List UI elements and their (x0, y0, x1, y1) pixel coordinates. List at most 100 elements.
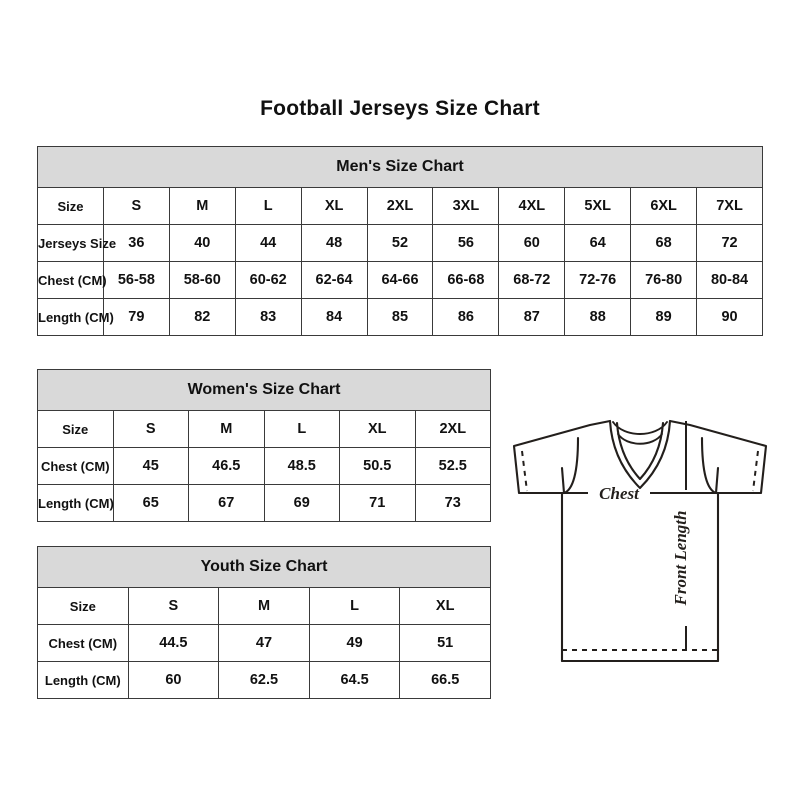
table-cell: 52.5 (414, 447, 491, 485)
womens-size-chart-table: Women's Size Chart Size S M L XL 2XL Che… (37, 369, 491, 522)
table-cell: 49 (308, 624, 401, 662)
column-header-size: Size (37, 587, 129, 625)
table-cell: 80-84 (696, 261, 763, 299)
row-label-chest: Chest (CM) (37, 624, 129, 662)
column-header-6xl: 6XL (630, 187, 698, 225)
table-cell: 48.5 (263, 447, 340, 485)
table-row: Chest (CM) 45 46.5 48.5 50.5 52.5 (37, 447, 491, 485)
table-cell: 45 (112, 447, 189, 485)
table-cell: 76-80 (630, 261, 698, 299)
table-cell: 85 (366, 298, 434, 336)
jersey-measurement-diagram: Chest Front Length (500, 398, 780, 698)
table-cell: 40 (168, 224, 236, 262)
table-cell: 47 (218, 624, 310, 662)
column-header-l: L (263, 410, 340, 448)
row-label-jerseys-size: Jerseys Size (37, 224, 116, 262)
table-row: Length (CM) 79 82 83 84 85 86 87 88 89 9… (37, 298, 763, 336)
table-cell: 72-76 (564, 261, 632, 299)
page-title: Football Jerseys Size Chart (260, 97, 540, 120)
column-header-l: L (234, 187, 302, 225)
table-caption-row: Men's Size Chart (37, 146, 763, 188)
table-cell: 62.5 (218, 661, 310, 699)
column-header-m: M (168, 187, 236, 225)
jersey-outline-icon (512, 419, 768, 663)
row-label-length: Length (CM) (37, 484, 114, 522)
table-row: Jerseys Size 36 40 44 48 52 56 60 64 68 … (37, 224, 763, 262)
table-cell: 66.5 (399, 661, 491, 699)
table-cell: 64-66 (366, 261, 434, 299)
mens-table-caption: Men's Size Chart (37, 146, 763, 188)
row-label-chest: Chest (CM) (37, 447, 114, 485)
table-cell: 62-64 (300, 261, 368, 299)
table-cell: 60 (498, 224, 566, 262)
table-cell: 83 (234, 298, 302, 336)
table-cell: 56-58 (102, 261, 170, 299)
column-header-xl: XL (300, 187, 368, 225)
table-cell: 58-60 (168, 261, 236, 299)
column-header-xl: XL (339, 410, 416, 448)
table-cell: 36 (102, 224, 170, 262)
table-cell: 86 (432, 298, 500, 336)
table-cell: 65 (112, 484, 189, 522)
column-header-s: S (102, 187, 170, 225)
column-header-xl: XL (399, 587, 491, 625)
table-cell: 51 (399, 624, 491, 662)
table-caption-row: Women's Size Chart (37, 369, 491, 411)
column-header-size: Size (37, 187, 104, 225)
column-header-size: Size (37, 410, 114, 448)
table-cell: 50.5 (339, 447, 416, 485)
column-header-2xl: 2XL (414, 410, 491, 448)
table-cell: 56 (432, 224, 500, 262)
table-header-row: Size S M L XL 2XL (37, 410, 491, 448)
column-header-4xl: 4XL (498, 187, 566, 225)
column-header-7xl: 7XL (696, 187, 763, 225)
row-label-chest: Chest (CM) (37, 261, 107, 299)
table-cell: 69 (263, 484, 340, 522)
column-header-m: M (218, 587, 310, 625)
table-cell: 72 (696, 224, 763, 262)
column-header-s: S (112, 410, 189, 448)
column-header-3xl: 3XL (432, 187, 500, 225)
table-cell: 87 (498, 298, 566, 336)
column-header-m: M (188, 410, 265, 448)
column-header-2xl: 2XL (366, 187, 434, 225)
table-cell: 67 (188, 484, 265, 522)
table-cell: 44 (234, 224, 302, 262)
table-cell: 52 (366, 224, 434, 262)
table-header-row: Size S M L XL (37, 587, 491, 625)
column-header-l: L (308, 587, 401, 625)
table-cell: 84 (300, 298, 368, 336)
table-cell: 68-72 (498, 261, 566, 299)
table-cell: 64 (564, 224, 632, 262)
front-length-measure-label: Front Length (671, 511, 690, 607)
table-cell: 79 (102, 298, 170, 336)
womens-table-caption: Women's Size Chart (37, 369, 491, 411)
table-cell: 90 (696, 298, 763, 336)
column-header-5xl: 5XL (564, 187, 632, 225)
table-cell: 66-68 (432, 261, 500, 299)
table-cell: 48 (300, 224, 368, 262)
table-cell: 68 (630, 224, 698, 262)
row-label-length: Length (CM) (37, 298, 114, 336)
table-caption-row: Youth Size Chart (37, 546, 491, 588)
table-header-row: Size S M L XL 2XL 3XL 4XL 5XL 6XL 7XL (37, 187, 763, 225)
jersey-hem-dashed-lines-icon (521, 450, 759, 651)
table-row: Length (CM) 60 62.5 64.5 66.5 (37, 661, 491, 699)
table-cell: 44.5 (127, 624, 220, 662)
chest-measure-label: Chest (599, 484, 640, 503)
table-cell: 60 (127, 661, 220, 699)
table-cell: 82 (168, 298, 236, 336)
column-header-s: S (127, 587, 220, 625)
table-row: Chest (CM) 56-58 58-60 60-62 62-64 64-66… (37, 261, 763, 299)
table-cell: 64.5 (308, 661, 401, 699)
youth-table-caption: Youth Size Chart (37, 546, 491, 588)
table-cell: 88 (564, 298, 632, 336)
table-cell: 60-62 (234, 261, 302, 299)
table-row: Length (CM) 65 67 69 71 73 (37, 484, 491, 522)
youth-size-chart-table: Youth Size Chart Size S M L XL Chest (CM… (37, 546, 491, 699)
table-cell: 73 (414, 484, 491, 522)
table-cell: 71 (339, 484, 416, 522)
table-row: Chest (CM) 44.5 47 49 51 (37, 624, 491, 662)
table-cell: 46.5 (188, 447, 265, 485)
row-label-length: Length (CM) (37, 661, 129, 699)
